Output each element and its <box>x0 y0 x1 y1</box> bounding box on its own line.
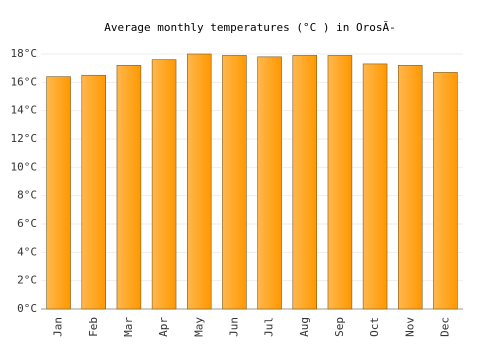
y-tick-label: 10°C <box>11 160 38 173</box>
bar <box>81 74 107 310</box>
y-tick-label: 4°C <box>17 245 37 258</box>
y-tick-label: 12°C <box>11 132 38 145</box>
x-tick-label: Feb <box>87 317 100 337</box>
y-tick-label: 0°C <box>17 302 37 315</box>
y-tick-label: 8°C <box>17 189 37 202</box>
x-tick-label: Oct <box>368 317 381 337</box>
x-tick-label: Jan <box>52 317 65 337</box>
bar <box>362 63 388 310</box>
bar <box>257 56 282 310</box>
bar <box>222 55 247 310</box>
bar <box>116 65 142 310</box>
x-tick-label: Nov <box>403 317 416 337</box>
bar <box>151 59 177 310</box>
y-tick-label: 16°C <box>11 75 38 88</box>
bar <box>46 76 71 310</box>
x-tick-label: Sep <box>333 317 346 337</box>
bar <box>397 65 423 310</box>
bar <box>186 53 212 310</box>
y-tick-label: 6°C <box>17 217 37 230</box>
y-tick-label: 18°C <box>11 47 38 60</box>
y-tick-label: 2°C <box>17 274 37 287</box>
x-tick-label: Apr <box>157 317 170 337</box>
x-tick-label: Jun <box>227 317 240 337</box>
chart-title: Average monthly temperatures (°C ) in Or… <box>104 21 395 34</box>
bar <box>327 55 353 310</box>
x-tick-label: Jul <box>263 317 276 337</box>
x-tick-label: Mar <box>122 317 135 337</box>
x-tick-label: Aug <box>298 317 311 337</box>
x-tick-label: May <box>192 317 205 337</box>
x-tick-label: Dec <box>438 317 451 337</box>
bar <box>292 55 318 310</box>
y-tick-label: 14°C <box>11 104 38 117</box>
bar <box>433 72 458 310</box>
